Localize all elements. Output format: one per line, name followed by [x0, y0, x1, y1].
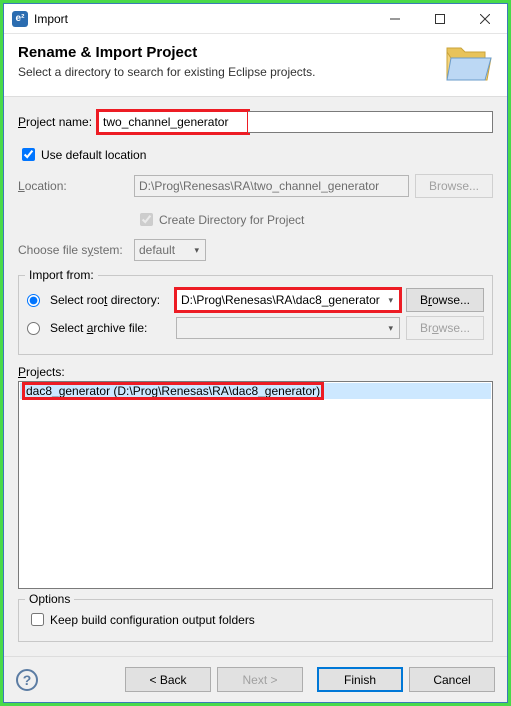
location-row: Location: Browse...	[18, 174, 493, 198]
header-panel: Rename & Import Project Select a directo…	[4, 34, 507, 97]
location-browse-button: Browse...	[415, 174, 493, 198]
project-name-label: Project name:	[18, 115, 92, 129]
header-title: Rename & Import Project	[18, 44, 435, 61]
root-dir-label: Select root directory:	[50, 293, 170, 307]
archive-input: ▾	[176, 317, 400, 339]
file-system-row: Choose file system: default ▾	[18, 239, 493, 261]
project-name-input[interactable]	[98, 111, 248, 133]
minimize-icon	[390, 14, 400, 24]
project-name-row: Project name:	[18, 111, 493, 133]
projects-list[interactable]: dac8_generator (D:\Prog\Renesas\RA\dac8_…	[18, 381, 493, 589]
close-icon	[480, 14, 490, 24]
back-button[interactable]: < Back	[125, 667, 211, 692]
next-button: Next >	[217, 667, 303, 692]
create-dir-row: Create Directory for Project	[136, 210, 493, 229]
header-subtitle: Select a directory to search for existin…	[18, 65, 435, 79]
keep-build-row: Keep build configuration output folders	[27, 610, 484, 629]
use-default-label: Use default location	[41, 148, 146, 162]
root-dir-row: Select root directory: D:\Prog\Renesas\R…	[27, 288, 484, 312]
chevron-down-icon: ▾	[190, 245, 203, 256]
create-dir-label: Create Directory for Project	[159, 213, 304, 227]
content-area: Project name: Use default location Locat…	[4, 97, 507, 656]
minimize-button[interactable]	[372, 4, 417, 34]
root-dir-value: D:\Prog\Renesas\RA\dac8_generator	[181, 293, 380, 307]
cancel-button[interactable]: Cancel	[409, 667, 495, 692]
archive-radio[interactable]	[27, 322, 40, 335]
button-bar: ? < Back Next > Finish Cancel	[4, 656, 507, 702]
use-default-checkbox[interactable]	[22, 148, 35, 161]
app-icon: e²	[12, 11, 28, 27]
root-dir-input[interactable]: D:\Prog\Renesas\RA\dac8_generator ▾	[176, 289, 400, 311]
file-system-label: Choose file system:	[18, 243, 128, 257]
create-dir-checkbox	[140, 213, 153, 226]
maximize-button[interactable]	[417, 4, 462, 34]
file-system-value: default	[139, 243, 175, 257]
import-dialog: e² Import Rename & Import Project Select…	[3, 3, 508, 703]
keep-build-checkbox[interactable]	[31, 613, 44, 626]
project-item[interactable]: dac8_generator (D:\Prog\Renesas\RA\dac8_…	[20, 383, 491, 399]
window-title: Import	[34, 12, 372, 26]
project-name-input-ext[interactable]	[248, 111, 493, 133]
import-from-legend: Import from:	[25, 268, 98, 282]
maximize-icon	[435, 14, 445, 24]
close-button[interactable]	[462, 4, 507, 34]
archive-label: Select archive file:	[50, 321, 170, 335]
root-dir-browse-button[interactable]: Browse...	[406, 288, 484, 312]
finish-button[interactable]: Finish	[317, 667, 403, 692]
options-legend: Options	[25, 592, 74, 606]
location-input	[134, 175, 409, 197]
archive-browse-button: Browse...	[406, 316, 484, 340]
chevron-down-icon: ▾	[384, 323, 397, 334]
root-dir-radio[interactable]	[27, 294, 40, 307]
file-system-select: default ▾	[134, 239, 206, 261]
folder-icon	[445, 44, 493, 84]
options-fieldset: Options Keep build configuration output …	[18, 599, 493, 642]
keep-build-label: Keep build configuration output folders	[50, 613, 255, 627]
chevron-down-icon[interactable]: ▾	[384, 295, 397, 306]
use-default-row: Use default location	[18, 145, 493, 164]
project-item-label: dac8_generator (D:\Prog\Renesas\RA\dac8_…	[24, 384, 322, 398]
location-label: Location:	[18, 179, 128, 193]
titlebar: e² Import	[4, 4, 507, 34]
help-button[interactable]: ?	[16, 669, 38, 691]
import-from-fieldset: Import from: Select root directory: D:\P…	[18, 275, 493, 355]
archive-row: Select archive file: ▾ Browse...	[27, 316, 484, 340]
projects-label: Projects:	[18, 365, 493, 379]
